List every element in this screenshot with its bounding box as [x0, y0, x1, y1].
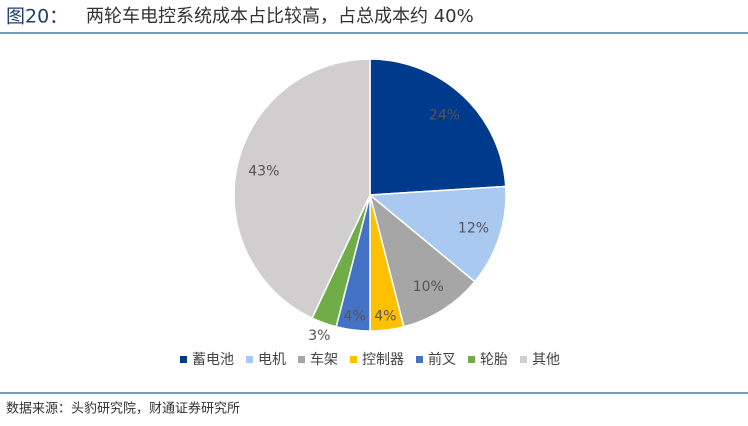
legend-swatch: [246, 356, 253, 363]
data-label: 4%: [374, 308, 396, 324]
legend-label: 车架: [310, 351, 338, 368]
legend-swatch: [416, 356, 423, 363]
legend-label: 轮胎: [480, 352, 508, 368]
pie-slice: [369, 58, 507, 196]
legend-swatch: [350, 356, 357, 363]
pie-slice: [368, 192, 476, 328]
legend-swatch: [180, 356, 187, 363]
chart-title: 两轮车电控系统成本占比较高，占总成本约 40%: [86, 6, 474, 27]
data-label: 43%: [248, 163, 279, 179]
legend-swatch: [298, 356, 305, 363]
legend-label: 其他: [532, 352, 560, 368]
legend-label: 前叉: [428, 351, 456, 368]
data-label: 4%: [344, 308, 366, 324]
figure-label: 图20：: [6, 6, 68, 28]
legend-swatch: [520, 356, 527, 363]
pie-slice: [368, 185, 507, 283]
legend: 蓄电池 电机 车架 控制器 前叉 轮胎 其他: [180, 351, 560, 368]
data-label: 3%: [308, 328, 330, 344]
legend-label: 电机: [258, 352, 286, 368]
source-note: 数据来源：头豹研究院，财通证券研究所: [6, 401, 240, 417]
legend-swatch: [468, 356, 475, 363]
data-label: 12%: [458, 221, 489, 237]
pie: 24% 12% 10% 4% 4% 3% 43%: [233, 58, 507, 344]
pie-slice: [233, 58, 371, 320]
data-label: 24%: [429, 108, 460, 124]
legend-label: 控制器: [362, 352, 404, 368]
data-label: 10%: [413, 279, 444, 295]
legend-label: 蓄电池: [192, 352, 234, 368]
